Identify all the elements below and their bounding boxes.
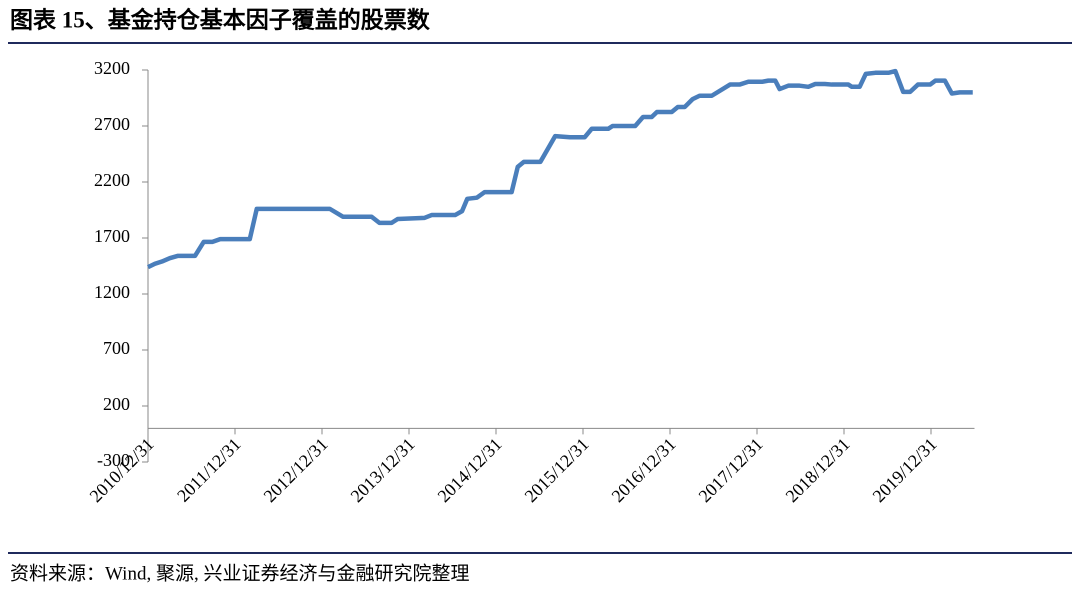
- data-line: [147, 68, 973, 270]
- y-tick-label: 2200: [94, 170, 130, 190]
- y-tick-label: 2700: [94, 114, 130, 134]
- y-tick-label: -300: [97, 450, 130, 470]
- x-tick-label: 2018/12/31: [782, 434, 854, 506]
- y-tick-label: 700: [103, 338, 130, 358]
- y-tick-label: 1200: [94, 282, 130, 302]
- x-tick-label: 2014/12/31: [434, 434, 506, 506]
- x-tick-label: 2017/12/31: [695, 434, 767, 506]
- y-tick-label: 1700: [94, 226, 130, 246]
- x-tick-label: 2019/12/31: [869, 434, 941, 506]
- source-note: 资料来源：Wind, 聚源, 兴业证券经济与金融研究院整理: [10, 562, 469, 584]
- x-tick-label: 2013/12/31: [347, 434, 419, 506]
- chart-title: 图表 15、基金持仓基本因子覆盖的股票数: [10, 6, 431, 32]
- y-tick-label: 3200: [94, 58, 130, 78]
- x-tick-label: 2015/12/31: [521, 434, 593, 506]
- y-tick-label: 200: [103, 394, 130, 414]
- x-tick-label: 2016/12/31: [608, 434, 680, 506]
- x-tick-label: 2012/12/31: [260, 434, 332, 506]
- x-tick-label: 2011/12/31: [173, 434, 245, 506]
